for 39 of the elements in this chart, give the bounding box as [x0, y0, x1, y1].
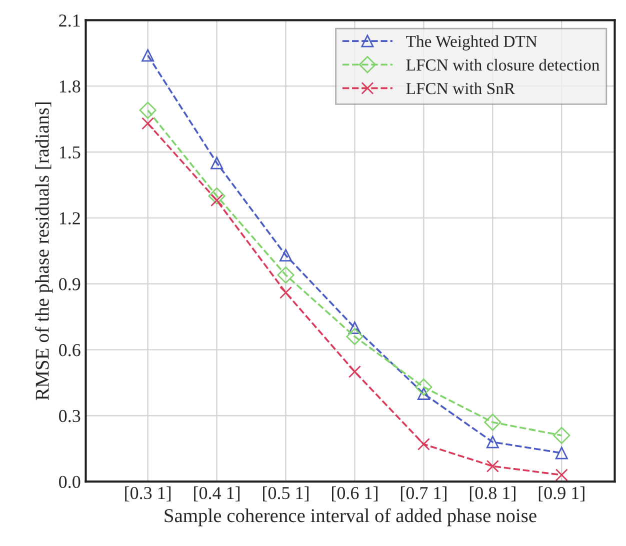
point — [346, 328, 364, 346]
y-tick-label: 1.5 — [60, 146, 80, 159]
y-tick-label: 0.6 — [59, 344, 80, 356]
x-tick-label: [0.9 1] — [538, 486, 584, 502]
point — [555, 468, 568, 482]
y-tick-label: 0.9 — [59, 278, 80, 290]
x-tick-label: [0.7 1] — [400, 486, 446, 502]
y-tick-label: 2.1 — [59, 14, 80, 27]
point — [415, 378, 432, 396]
y-tick-label: 1.2 — [60, 212, 80, 224]
y-axis-title: RMSE of the phase residuals [radians] — [34, 102, 53, 400]
point — [280, 249, 292, 262]
point — [486, 460, 499, 472]
point — [277, 266, 294, 284]
point — [142, 49, 154, 62]
legend-label: LFCN with SnR — [406, 82, 516, 94]
x-tick-label: [0.8 1] — [470, 486, 516, 502]
point — [142, 117, 154, 130]
point — [208, 187, 226, 205]
y-tick-label: 1.8 — [60, 80, 80, 93]
point — [348, 322, 361, 334]
point — [486, 436, 499, 448]
y-tick-label: 0.0 — [59, 476, 80, 488]
legend-label: LFCN with closure detection — [406, 58, 600, 71]
y-tick-label: 0.3 — [59, 410, 80, 422]
point — [139, 102, 156, 119]
point — [417, 438, 430, 450]
point — [555, 446, 568, 460]
point — [210, 156, 224, 170]
point — [348, 365, 361, 378]
x-tick-label: [0.5 1] — [263, 486, 308, 502]
point — [553, 426, 570, 444]
x-tick-label: [0.4 1] — [194, 486, 240, 502]
point — [280, 286, 292, 299]
x-tick-label: [0.3 1] — [125, 486, 171, 502]
x-tick-label: [0.6 1] — [332, 486, 378, 502]
point — [484, 414, 502, 431]
legend-label: The Weighted DTN — [406, 35, 538, 50]
x-axis-title: Sample coherence interval of added phase noise — [164, 508, 536, 526]
